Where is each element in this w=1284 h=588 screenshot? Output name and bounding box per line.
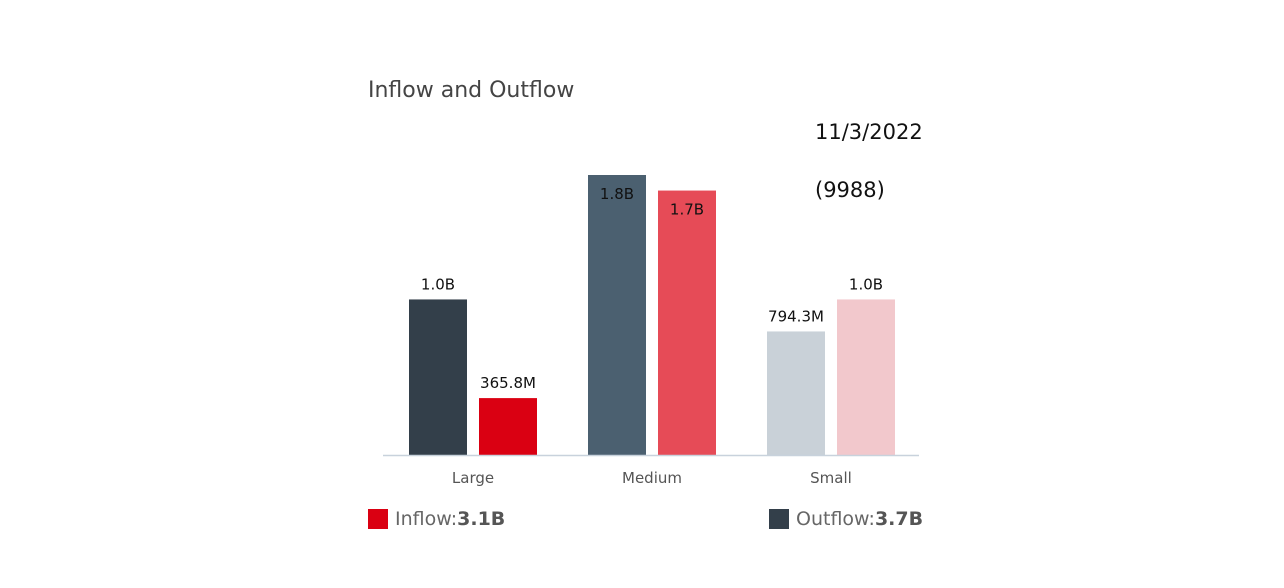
data-label-small-inflow: 1.0B (849, 275, 883, 293)
legend-inflow: Inflow: 3.1B (368, 508, 505, 530)
data-label-small-outflow: 794.3M (768, 307, 824, 325)
data-label-medium-outflow: 1.8B (600, 185, 634, 203)
category-label-small: Small (810, 469, 852, 487)
bar-medium-outflow (588, 175, 646, 455)
legend-outflow-swatch (769, 509, 789, 529)
date-label: 11/3/2022 (815, 120, 923, 144)
stock-code-label: (9988) (815, 178, 885, 202)
category-label-large: Large (452, 469, 494, 487)
bar-large-inflow (479, 398, 537, 455)
legend-outflow: Outflow: 3.7B (769, 508, 923, 530)
bar-small-inflow (837, 299, 895, 455)
category-label-medium: Medium (622, 469, 682, 487)
legend-outflow-label: Outflow: (796, 508, 875, 530)
bar-large-outflow (409, 299, 467, 455)
data-label-large-outflow: 1.0B (421, 275, 455, 293)
legend-inflow-label: Inflow: (395, 508, 458, 530)
legend-inflow-swatch (368, 509, 388, 529)
legend-outflow-value: 3.7B (874, 508, 924, 530)
data-label-medium-inflow: 1.7B (670, 201, 704, 219)
chart-title: Inflow and Outflow (368, 78, 575, 103)
legend-inflow-value: 3.1B (457, 508, 506, 530)
bar-medium-inflow (658, 190, 716, 456)
data-label-large-inflow: 365.8M (480, 374, 536, 392)
bar-small-outflow (767, 331, 825, 455)
